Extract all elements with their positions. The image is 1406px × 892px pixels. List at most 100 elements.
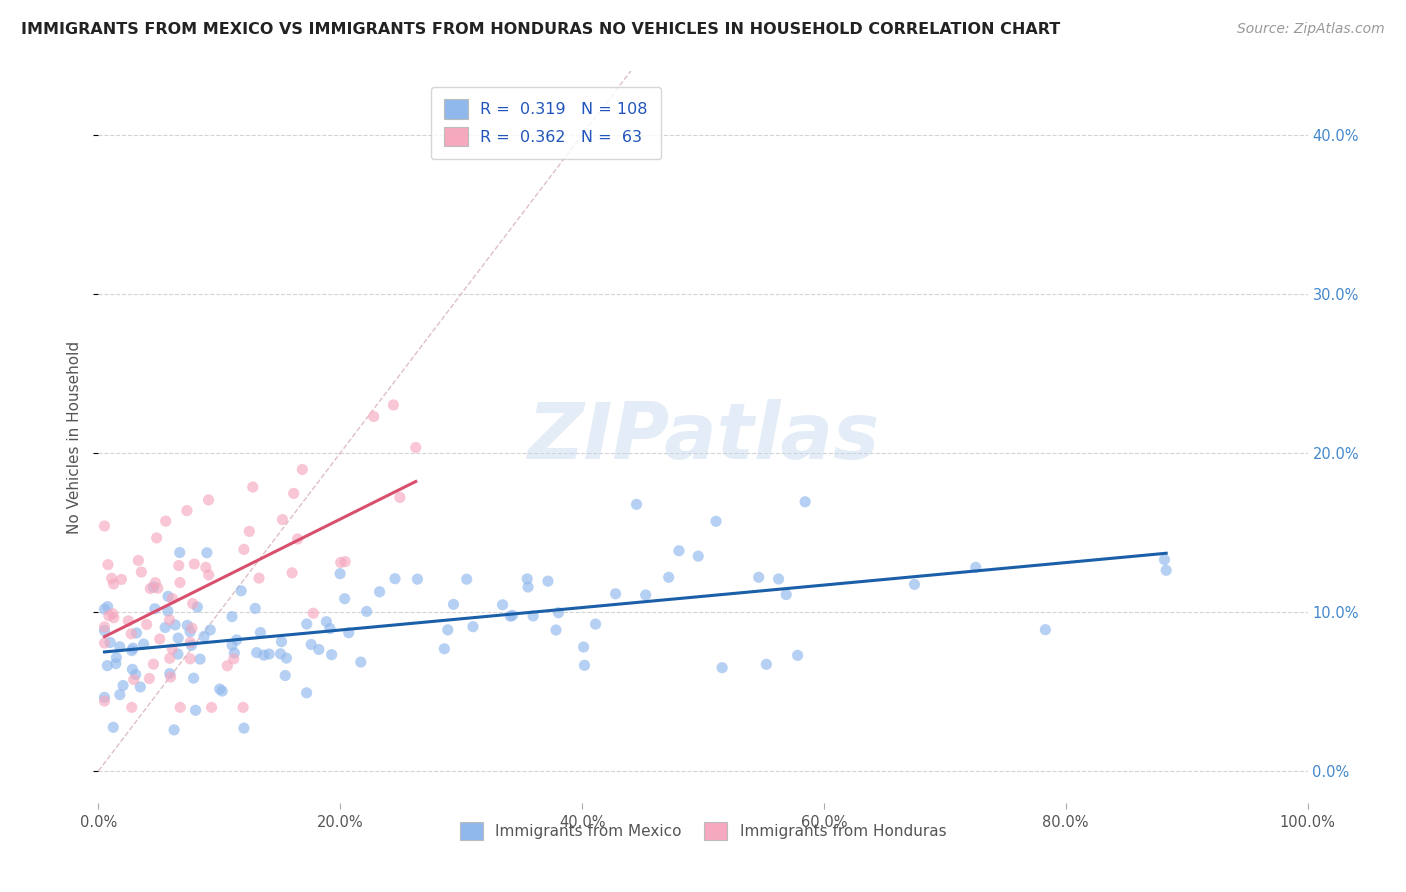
Point [903, 577, 925, 591]
Y-axis label: No Vehicles in Household: No Vehicles in Household [67, 341, 83, 533]
Point [329, 566, 352, 581]
Point [232, 542, 254, 557]
Point [159, 651, 181, 665]
Point [271, 512, 294, 526]
Point [101, 607, 124, 621]
Point [195, 546, 218, 560]
Point [159, 613, 181, 627]
Point [658, 570, 681, 584]
Point [572, 640, 595, 654]
Point [145, 531, 167, 545]
Point [537, 574, 560, 589]
Point [97, 608, 120, 623]
Point [169, 575, 191, 590]
Point [283, 486, 305, 500]
Point [132, 637, 155, 651]
Point [153, 621, 176, 635]
Point [291, 462, 314, 476]
Point [184, 703, 207, 717]
Point [156, 604, 179, 618]
Point [965, 560, 987, 574]
Point [217, 658, 239, 673]
Point [274, 668, 297, 682]
Point [183, 557, 205, 571]
Point [384, 572, 406, 586]
Point [194, 560, 217, 574]
Point [179, 652, 201, 666]
Point [436, 623, 458, 637]
Point [704, 514, 727, 528]
Point [224, 646, 246, 660]
Point [368, 584, 391, 599]
Point [242, 480, 264, 494]
Point [162, 591, 184, 606]
Point [98, 635, 121, 649]
Point [232, 721, 254, 735]
Point [143, 601, 166, 615]
Point [179, 624, 201, 639]
Point [335, 555, 357, 569]
Point [231, 583, 253, 598]
Point [110, 573, 132, 587]
Point [93, 519, 115, 533]
Point [246, 646, 269, 660]
Point [93, 620, 115, 634]
Point [502, 608, 524, 623]
Point [131, 565, 153, 579]
Point [211, 684, 233, 698]
Point [287, 532, 309, 546]
Point [105, 650, 128, 665]
Point [117, 614, 139, 628]
Point [197, 567, 219, 582]
Point [167, 631, 190, 645]
Point [456, 572, 478, 586]
Point [165, 618, 187, 632]
Point [181, 597, 204, 611]
Point [125, 626, 148, 640]
Point [183, 671, 205, 685]
Point [180, 638, 202, 652]
Point [93, 602, 115, 616]
Point [491, 598, 513, 612]
Point [1153, 552, 1175, 566]
Point [159, 666, 181, 681]
Point [748, 570, 770, 584]
Point [295, 617, 318, 632]
Point [382, 398, 405, 412]
Point [247, 571, 270, 585]
Point [186, 600, 208, 615]
Point [197, 492, 219, 507]
Point [167, 647, 190, 661]
Point [1154, 563, 1177, 577]
Point [129, 680, 152, 694]
Point [169, 545, 191, 559]
Point [626, 497, 648, 511]
Point [155, 514, 177, 528]
Point [103, 720, 125, 734]
Point [257, 647, 280, 661]
Point [363, 409, 385, 424]
Point [711, 661, 734, 675]
Point [356, 604, 378, 618]
Text: IMMIGRANTS FROM MEXICO VS IMMIGRANTS FROM HONDURAS NO VEHICLES IN HOUSEHOLD CORR: IMMIGRANTS FROM MEXICO VS IMMIGRANTS FRO… [21, 22, 1060, 37]
Point [308, 642, 330, 657]
Point [225, 632, 247, 647]
Point [634, 588, 657, 602]
Point [103, 610, 125, 624]
Point [146, 581, 169, 595]
Point [406, 572, 429, 586]
Point [337, 625, 360, 640]
Point [93, 624, 115, 638]
Point [108, 688, 131, 702]
Point [181, 621, 204, 635]
Point [93, 636, 115, 650]
Point [159, 670, 181, 684]
Point [755, 657, 778, 672]
Point [405, 441, 427, 455]
Point [605, 587, 627, 601]
Point [249, 625, 271, 640]
Point [208, 681, 231, 696]
Point [127, 553, 149, 567]
Point [112, 679, 135, 693]
Point [188, 652, 211, 666]
